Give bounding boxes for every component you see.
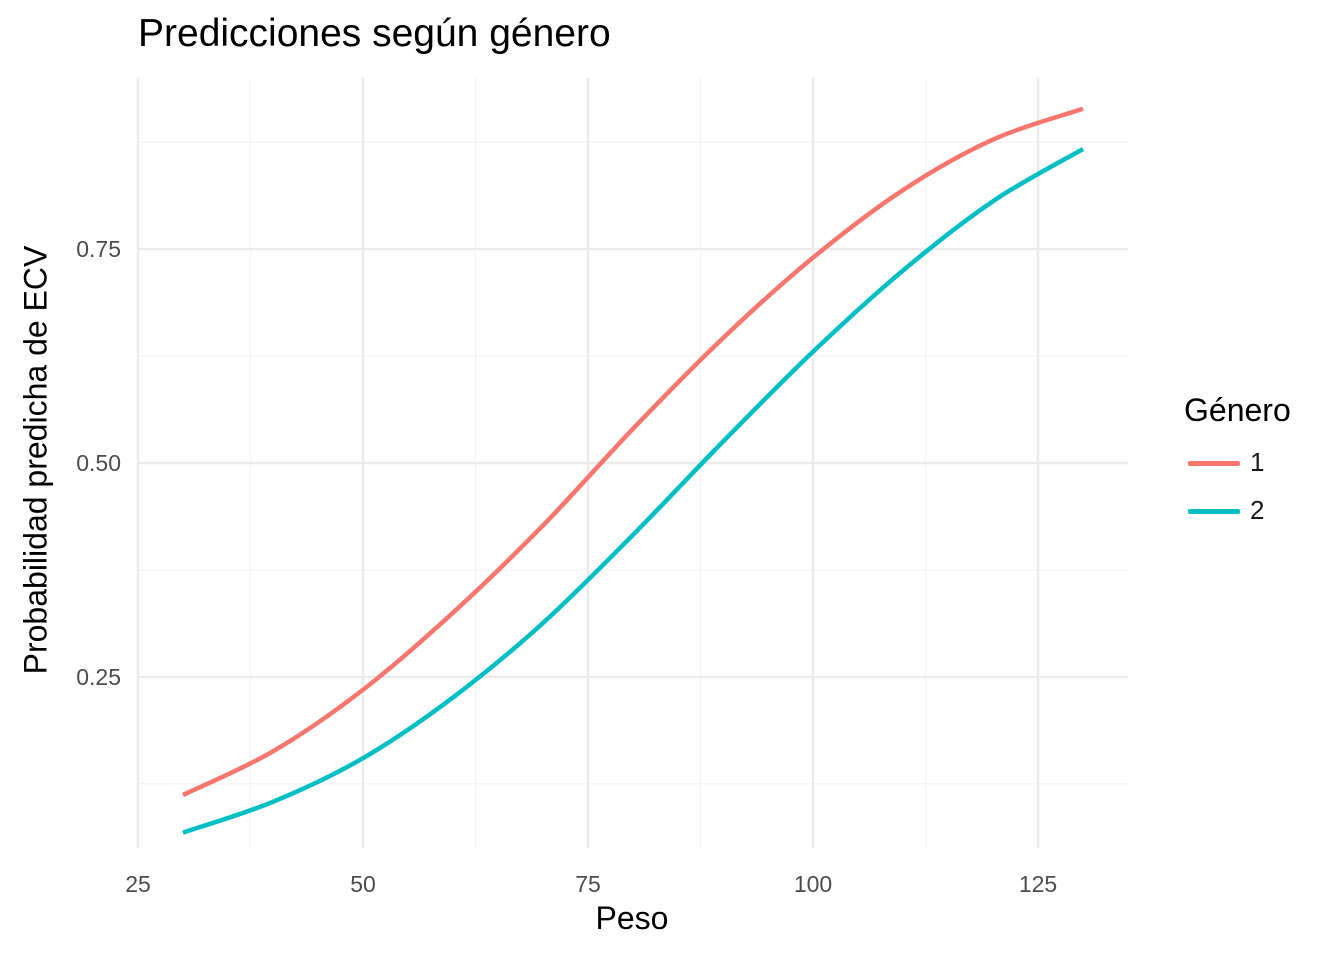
y-axis-ticks: 0.25 0.50 0.75 [76,236,121,690]
legend-key-2 [1188,509,1240,514]
legend-key-1 [1188,461,1240,466]
x-axis-ticks: 25 50 75 100 125 [125,871,1057,897]
series-lines [182,106,1085,835]
series-line-1 [182,106,1084,797]
y-tick-label: 0.25 [76,664,121,690]
x-tick-label: 25 [125,871,151,897]
x-tick-label: 100 [794,871,832,897]
major-gridlines [136,78,1128,848]
x-tick-label: 75 [575,871,601,897]
chart-title: Predicciones según género [138,12,611,55]
minor-gridlines [138,78,1128,848]
series-line-2 [182,147,1085,835]
legend-label-2: 2 [1250,495,1265,525]
legend-item-2: 2 [1184,487,1291,535]
y-axis-label: Probabilidad predicha de ECV [17,245,54,675]
legend-item-1: 1 [1184,439,1291,487]
x-tick-label: 125 [1019,871,1057,897]
x-tick-label: 50 [350,871,376,897]
y-tick-label: 0.75 [76,236,121,262]
legend-title: Género [1184,392,1291,428]
legend-label-1: 1 [1250,447,1265,477]
y-tick-label: 0.50 [76,450,121,476]
x-axis-label: Peso [595,900,669,936]
